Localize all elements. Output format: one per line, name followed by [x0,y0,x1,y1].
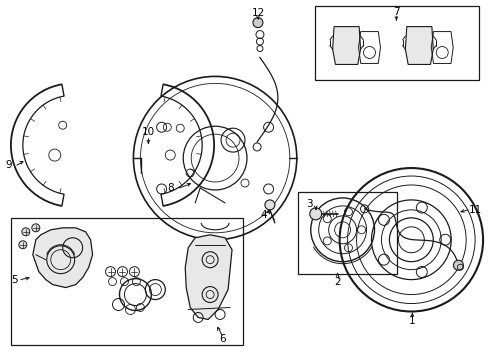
Text: 7: 7 [392,6,399,17]
Text: 5: 5 [12,275,18,285]
Polygon shape [405,27,432,64]
Text: 3: 3 [306,199,312,209]
Circle shape [264,200,274,210]
Bar [11,218,243,345]
Polygon shape [33,228,92,288]
Circle shape [32,224,40,232]
Text: 11: 11 [468,205,481,215]
Circle shape [22,228,30,236]
Text: 2: 2 [334,276,340,287]
Text: 6: 6 [218,334,225,345]
Text: 12: 12 [251,8,264,18]
Bar [314,6,478,80]
Text: 9: 9 [5,160,12,170]
Text: 1: 1 [408,316,415,327]
Text: 8: 8 [166,183,173,193]
Polygon shape [332,27,360,64]
Bar [297,192,397,274]
Circle shape [19,241,27,249]
Circle shape [252,18,263,28]
Text: 10: 10 [142,127,155,137]
Polygon shape [185,235,232,319]
Circle shape [452,260,463,270]
Circle shape [309,208,321,220]
Text: 4: 4 [260,210,266,220]
